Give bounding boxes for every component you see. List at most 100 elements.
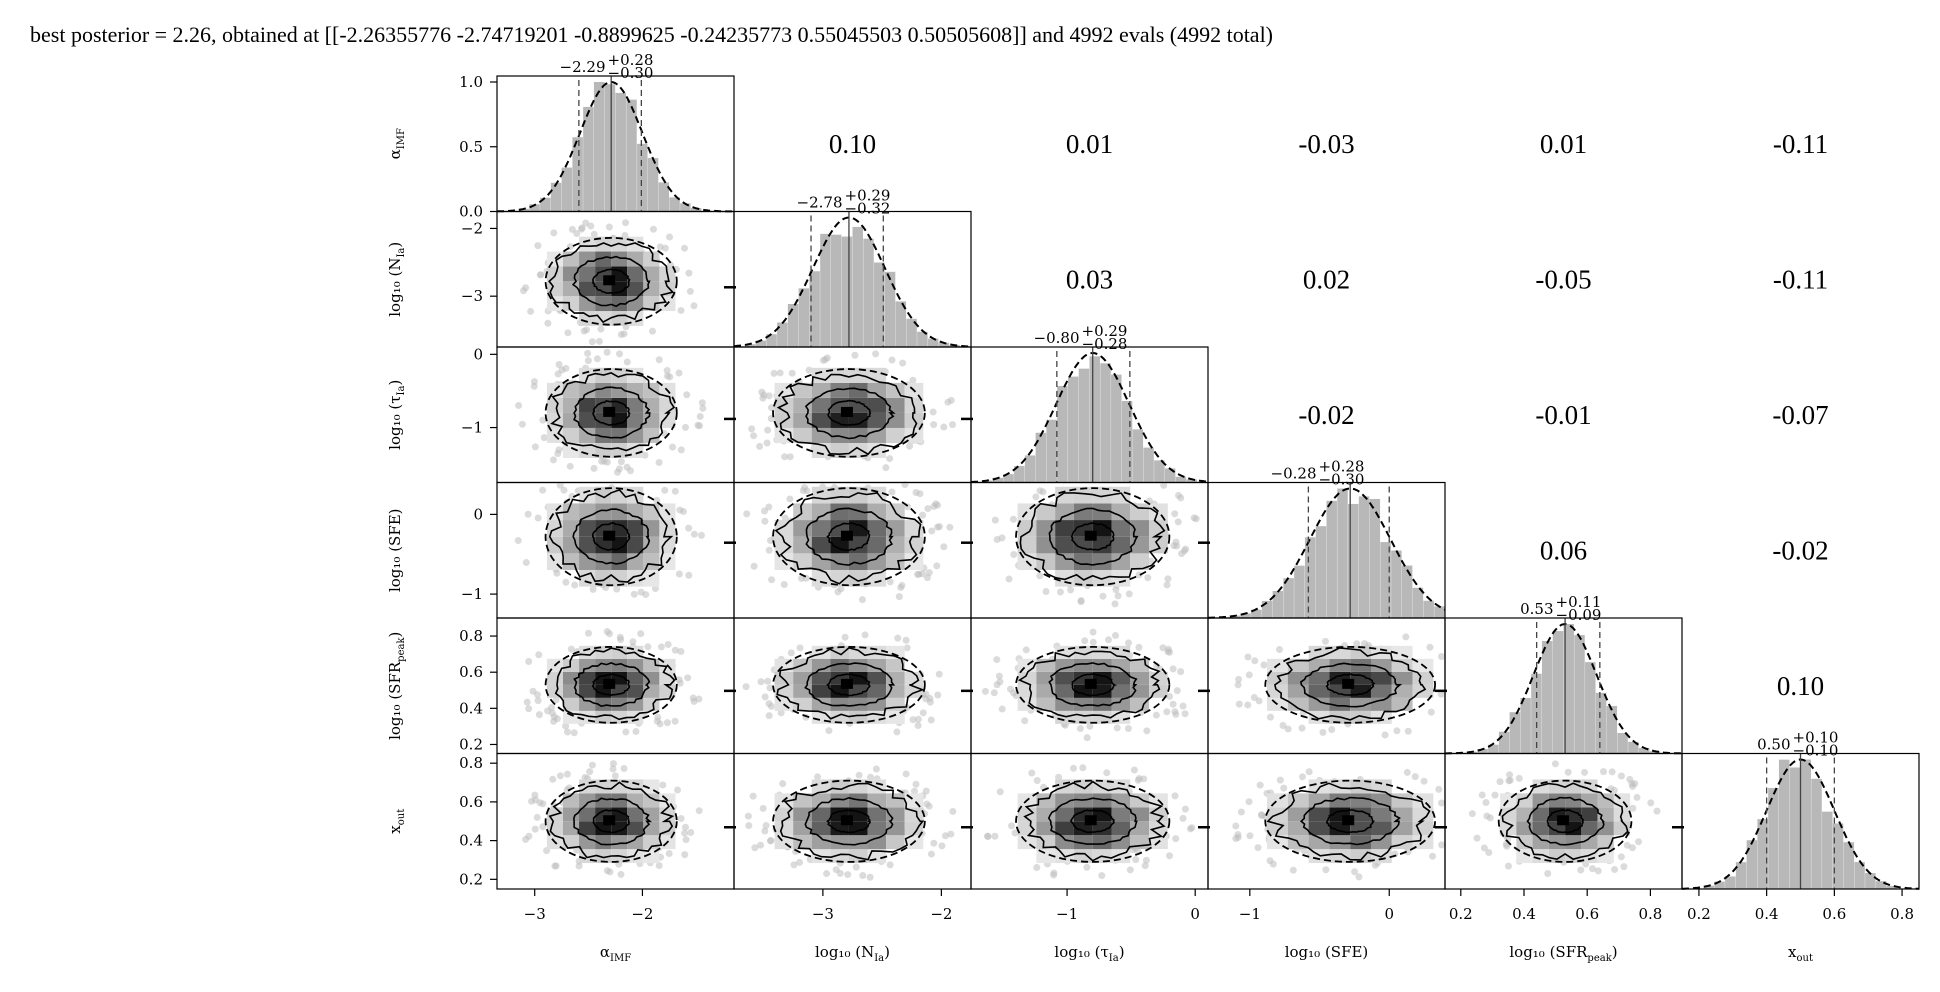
- sample-point: [1009, 515, 1017, 523]
- density-bin: [811, 553, 831, 570]
- sample-point: [776, 369, 784, 377]
- sample-point: [749, 792, 757, 800]
- sample-point: [582, 219, 590, 227]
- sample-point: [1289, 866, 1297, 874]
- sample-point: [649, 225, 657, 233]
- diagonal-panel-4: 0.53 +0.11−0.09: [1444, 593, 1683, 755]
- density-bin: [1350, 710, 1371, 724]
- density-bin: [848, 658, 868, 672]
- density-contour: [548, 242, 675, 324]
- histogram-bar: [755, 340, 767, 347]
- sample-point: [1032, 493, 1040, 501]
- density-contour: [1273, 647, 1427, 721]
- gaussian-ellipse: [544, 779, 678, 863]
- histogram-bar: [1348, 503, 1359, 618]
- sample-point: [940, 423, 948, 431]
- sample-point: [681, 851, 689, 859]
- sample-point: [765, 712, 773, 720]
- sample-point: [685, 269, 693, 277]
- sample-point: [1353, 640, 1361, 648]
- histogram-bar: [874, 262, 885, 347]
- correlation-value: 0.10: [1777, 671, 1824, 701]
- sample-point: [1647, 799, 1655, 807]
- gaussian-ellipse: [772, 368, 926, 458]
- sample-point: [622, 219, 630, 227]
- sample-point: [895, 593, 903, 601]
- density-contour: [1325, 809, 1375, 834]
- density-bin: [1412, 821, 1434, 836]
- sample-point: [742, 683, 750, 691]
- sample-point: [1355, 873, 1363, 881]
- density-bin: [579, 671, 596, 685]
- density-bin: [562, 251, 580, 267]
- sample-point: [792, 847, 800, 855]
- histogram-bar: [1014, 466, 1025, 483]
- density-bin: [579, 520, 596, 537]
- sample-point: [661, 486, 669, 494]
- sample-point: [677, 306, 685, 314]
- histogram-bar: [518, 208, 530, 212]
- sample-point: [1179, 702, 1187, 710]
- sample-point: [796, 858, 804, 866]
- density-bin: [1055, 793, 1074, 808]
- sample-point: [1321, 637, 1329, 645]
- sample-point: [1055, 773, 1063, 781]
- sample-point: [796, 644, 804, 652]
- sample-point: [617, 458, 625, 466]
- y-tick-label: 0.6: [459, 663, 483, 681]
- sample-point: [1124, 725, 1132, 733]
- sample-point: [525, 658, 533, 666]
- sample-point: [1617, 853, 1625, 861]
- sample-point: [1086, 722, 1094, 730]
- density-bin: [611, 835, 628, 850]
- sample-point: [925, 802, 933, 810]
- histogram-bar: [1789, 767, 1801, 889]
- sample-point: [669, 443, 677, 451]
- density-bin: [562, 503, 580, 521]
- histogram-bar: [1024, 455, 1036, 483]
- pair-panel-3-2: [970, 481, 1210, 619]
- density-bin: [595, 296, 612, 312]
- density-bin: [793, 697, 812, 711]
- density-bin: [811, 671, 831, 685]
- sample-point: [786, 495, 794, 503]
- sample-point: [1351, 868, 1359, 876]
- density-contour: [776, 647, 925, 720]
- density-bin: [627, 427, 644, 443]
- sample-point: [550, 229, 558, 237]
- density-bin: [830, 486, 849, 504]
- sample-point: [914, 722, 922, 730]
- density-bin: [643, 569, 660, 587]
- density-contour: [1299, 796, 1401, 846]
- density-bin: [643, 779, 660, 794]
- correlation-value: 0.01: [1540, 129, 1587, 159]
- histogram-bar: [540, 197, 551, 212]
- sample-point: [564, 329, 572, 337]
- density-bin: [611, 697, 628, 711]
- sample-point: [611, 772, 619, 780]
- density-bin: [1149, 684, 1168, 698]
- density-bin: [579, 397, 596, 413]
- density-bin: [867, 658, 887, 672]
- sample-point: [544, 319, 552, 327]
- density-bin: [1111, 697, 1131, 711]
- sample-point: [682, 836, 690, 844]
- sample-point: [832, 866, 840, 874]
- sample-point: [760, 391, 768, 399]
- density-bin: [627, 821, 644, 836]
- sample-point: [927, 850, 935, 858]
- sample-point: [617, 870, 625, 878]
- sample-point: [603, 348, 611, 356]
- sample-point: [996, 788, 1004, 796]
- correlation-value: -0.05: [1535, 264, 1591, 294]
- sample-point: [912, 780, 920, 788]
- histogram-bar: [529, 204, 540, 212]
- histogram-bar: [1757, 819, 1768, 889]
- histogram-bar: [1595, 692, 1607, 754]
- density-bin: [1350, 793, 1371, 808]
- density-bin: [611, 710, 628, 724]
- y-tick-label: −3: [461, 287, 483, 305]
- sample-point: [1269, 860, 1277, 868]
- sample-point: [675, 369, 683, 377]
- sample-point: [1132, 856, 1140, 864]
